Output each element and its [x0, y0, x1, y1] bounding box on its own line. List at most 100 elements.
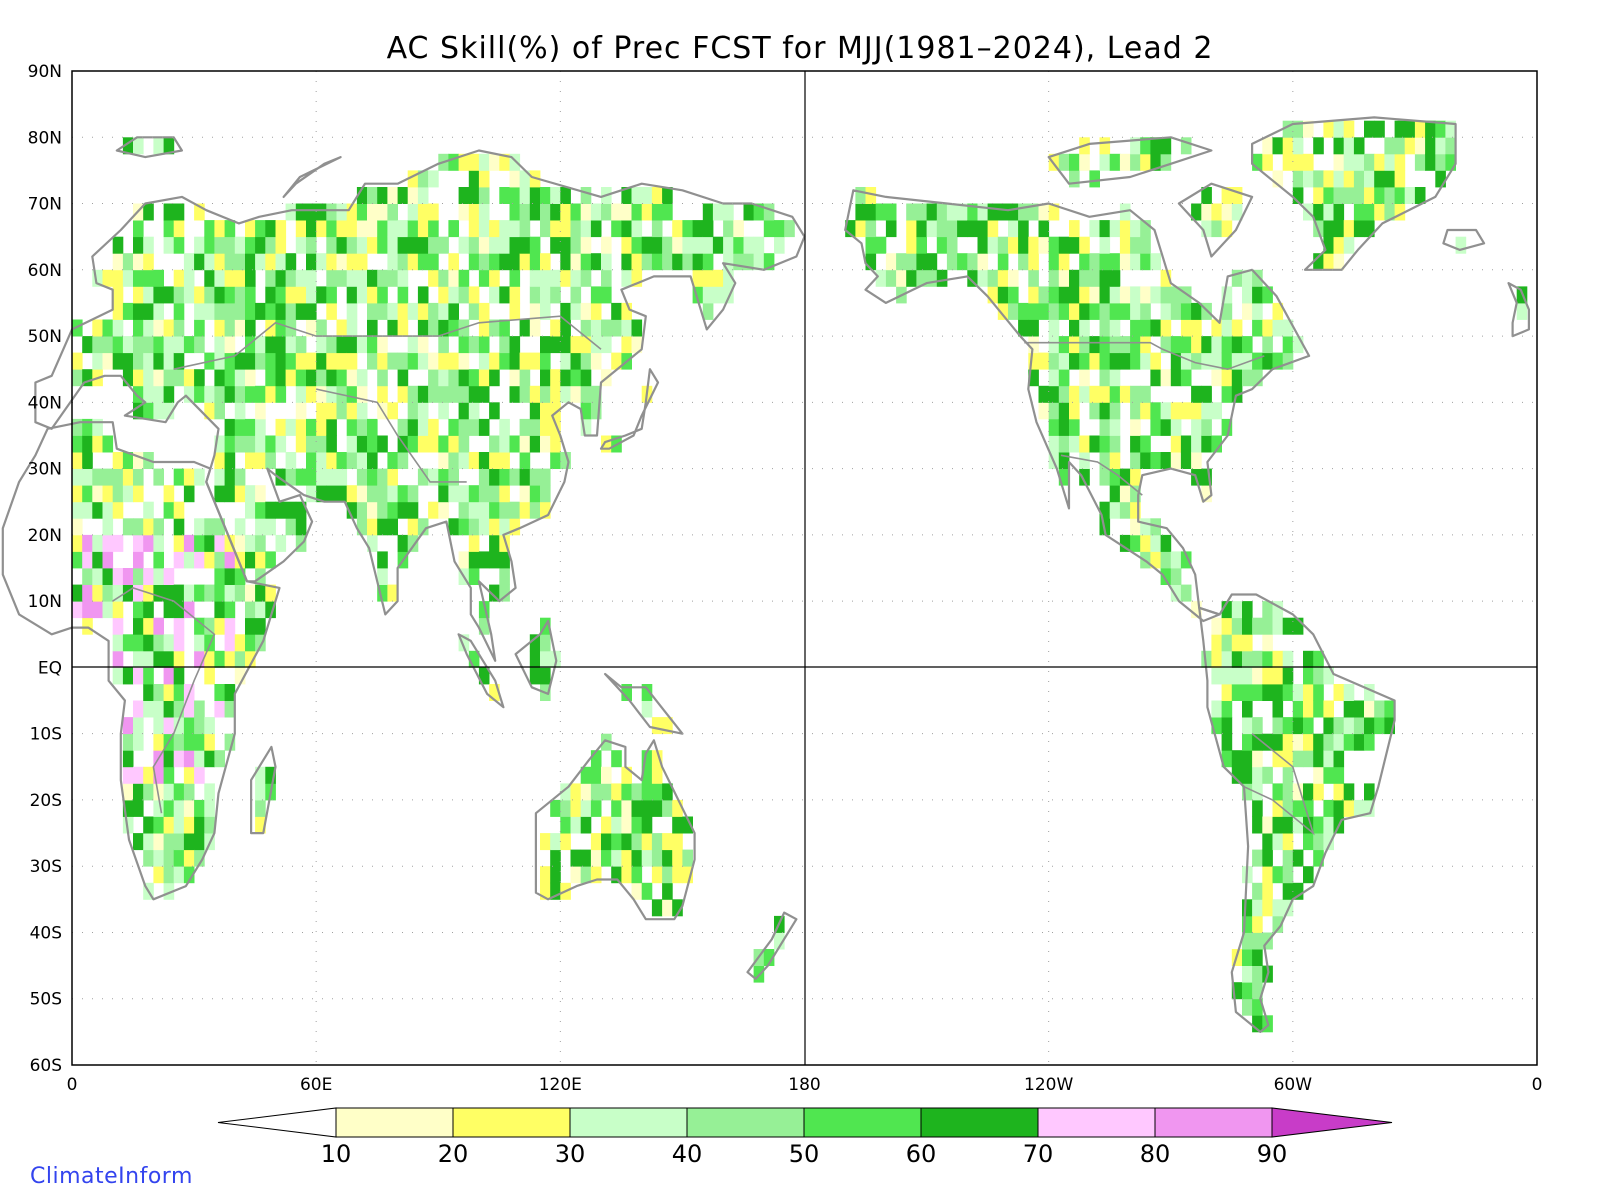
skill-cell [458, 634, 470, 652]
skill-cell [295, 468, 307, 486]
skill-cell [346, 452, 358, 469]
skill-cell [662, 717, 673, 735]
skill-cell [621, 220, 632, 238]
skill-cell [122, 799, 134, 817]
skill-cell [1170, 418, 1182, 436]
skill-cell [1231, 617, 1243, 635]
skill-cell [163, 799, 175, 817]
skill-cell [234, 269, 246, 287]
skill-cell [417, 468, 429, 486]
skill-cell [1109, 286, 1121, 304]
skill-cell [183, 799, 195, 817]
skill-cell [611, 783, 622, 801]
skill-cell [1028, 336, 1039, 354]
skill-cell [1323, 236, 1334, 254]
skill-cell [1099, 452, 1111, 469]
skill-cell [204, 816, 215, 834]
skill-cell [1221, 352, 1233, 370]
skill-cell [1140, 352, 1151, 370]
skill-cell [1252, 352, 1263, 370]
skill-cell [702, 236, 714, 254]
skill-cell [1180, 551, 1192, 569]
skill-cell [651, 750, 663, 768]
skill-cell [1160, 402, 1172, 420]
skill-cell [458, 203, 470, 221]
skill-cell [163, 684, 175, 701]
skill-cell [163, 336, 175, 354]
skill-cell [1130, 220, 1141, 238]
skill-cell [397, 319, 409, 337]
skill-cell [306, 452, 317, 469]
skill-cell [438, 319, 449, 337]
skill-cell [1150, 402, 1161, 420]
skill-cell [1313, 187, 1324, 204]
skill-cell [478, 452, 490, 469]
skill-cell [1119, 352, 1131, 370]
skill-cell [550, 882, 561, 900]
skill-cell [1058, 352, 1070, 370]
skill-cell [1109, 468, 1121, 486]
skill-cell [509, 385, 521, 403]
skill-cell [865, 236, 877, 254]
skill-cell [540, 866, 551, 884]
skill-cell [1252, 369, 1263, 387]
skill-cell [1130, 402, 1141, 420]
skill-cell [672, 220, 683, 238]
skill-cell [570, 783, 582, 801]
skill-cell [1130, 286, 1141, 304]
skill-cell [387, 269, 398, 287]
skill-cell [662, 203, 673, 221]
skill-cell [72, 551, 83, 569]
skill-cell [1364, 153, 1375, 171]
skill-cell [417, 385, 429, 403]
skill-cell [326, 220, 337, 238]
skill-cell [133, 584, 144, 602]
skill-cell [1140, 236, 1151, 254]
skill-cell [550, 402, 561, 420]
skill-cell [204, 534, 215, 552]
skill-cell [489, 534, 500, 552]
skill-cell [509, 501, 521, 519]
skill-cell [112, 584, 124, 602]
skill-cell [631, 866, 643, 884]
skill-cell [295, 236, 307, 254]
skill-cell [468, 369, 480, 387]
skill-cell [214, 402, 225, 420]
skill-cell [499, 551, 510, 569]
skill-cell [1242, 700, 1253, 718]
skill-cell [1191, 203, 1202, 221]
skill-cell [1079, 319, 1090, 337]
skill-cell [306, 286, 317, 304]
skill-cell [1343, 170, 1355, 188]
skill-cell [163, 634, 175, 652]
skill-cell [601, 286, 612, 304]
skill-cell [92, 568, 103, 585]
skill-cell [1425, 120, 1436, 138]
skill-cell [1313, 849, 1324, 867]
skill-cell [234, 319, 246, 337]
skill-cell [356, 385, 368, 403]
skill-cell [72, 584, 83, 602]
skill-cell [102, 319, 114, 337]
skill-cell [672, 866, 683, 884]
skill-cell [1384, 203, 1395, 221]
skill-cell [1242, 269, 1253, 287]
skill-cell [356, 468, 368, 486]
skill-cell [1069, 302, 1080, 320]
skill-cell [92, 269, 103, 287]
skill-cell [489, 269, 500, 287]
skill-cell [1089, 170, 1100, 188]
skill-cell [295, 385, 307, 403]
skill-cell [194, 617, 205, 635]
skill-cell [1231, 336, 1243, 354]
skill-cell [1252, 302, 1263, 320]
skill-cell [194, 849, 205, 867]
skill-cell [102, 518, 114, 536]
skill-cell [1008, 203, 1019, 221]
skill-cell [1130, 452, 1141, 469]
skill-cell [631, 783, 643, 801]
skill-cell [245, 584, 256, 602]
skill-cell [407, 402, 419, 420]
latitude-label: 10S [30, 725, 62, 745]
skill-cell [82, 468, 93, 486]
